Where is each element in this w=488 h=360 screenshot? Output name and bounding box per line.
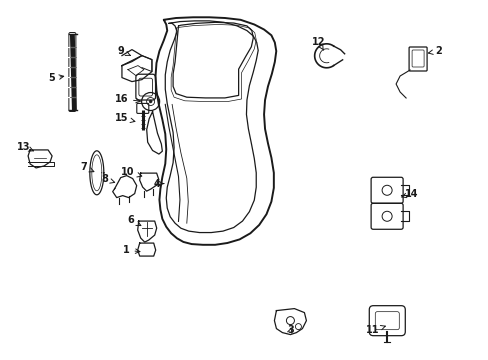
Text: 7: 7 bbox=[81, 162, 94, 172]
Text: 2: 2 bbox=[427, 46, 441, 56]
Text: 10: 10 bbox=[121, 167, 142, 177]
Text: 8: 8 bbox=[102, 174, 115, 184]
Text: 3: 3 bbox=[286, 325, 293, 336]
Text: 4: 4 bbox=[154, 179, 163, 189]
Text: 9: 9 bbox=[118, 46, 130, 56]
Text: 15: 15 bbox=[114, 113, 135, 123]
Text: 14: 14 bbox=[401, 189, 418, 199]
Text: 6: 6 bbox=[127, 215, 141, 226]
Text: 16: 16 bbox=[114, 94, 140, 104]
Text: 1: 1 bbox=[122, 245, 140, 255]
Circle shape bbox=[149, 100, 152, 103]
Text: 5: 5 bbox=[48, 73, 63, 84]
Text: 12: 12 bbox=[311, 37, 325, 50]
Text: 11: 11 bbox=[365, 325, 385, 336]
Text: 13: 13 bbox=[17, 142, 33, 152]
